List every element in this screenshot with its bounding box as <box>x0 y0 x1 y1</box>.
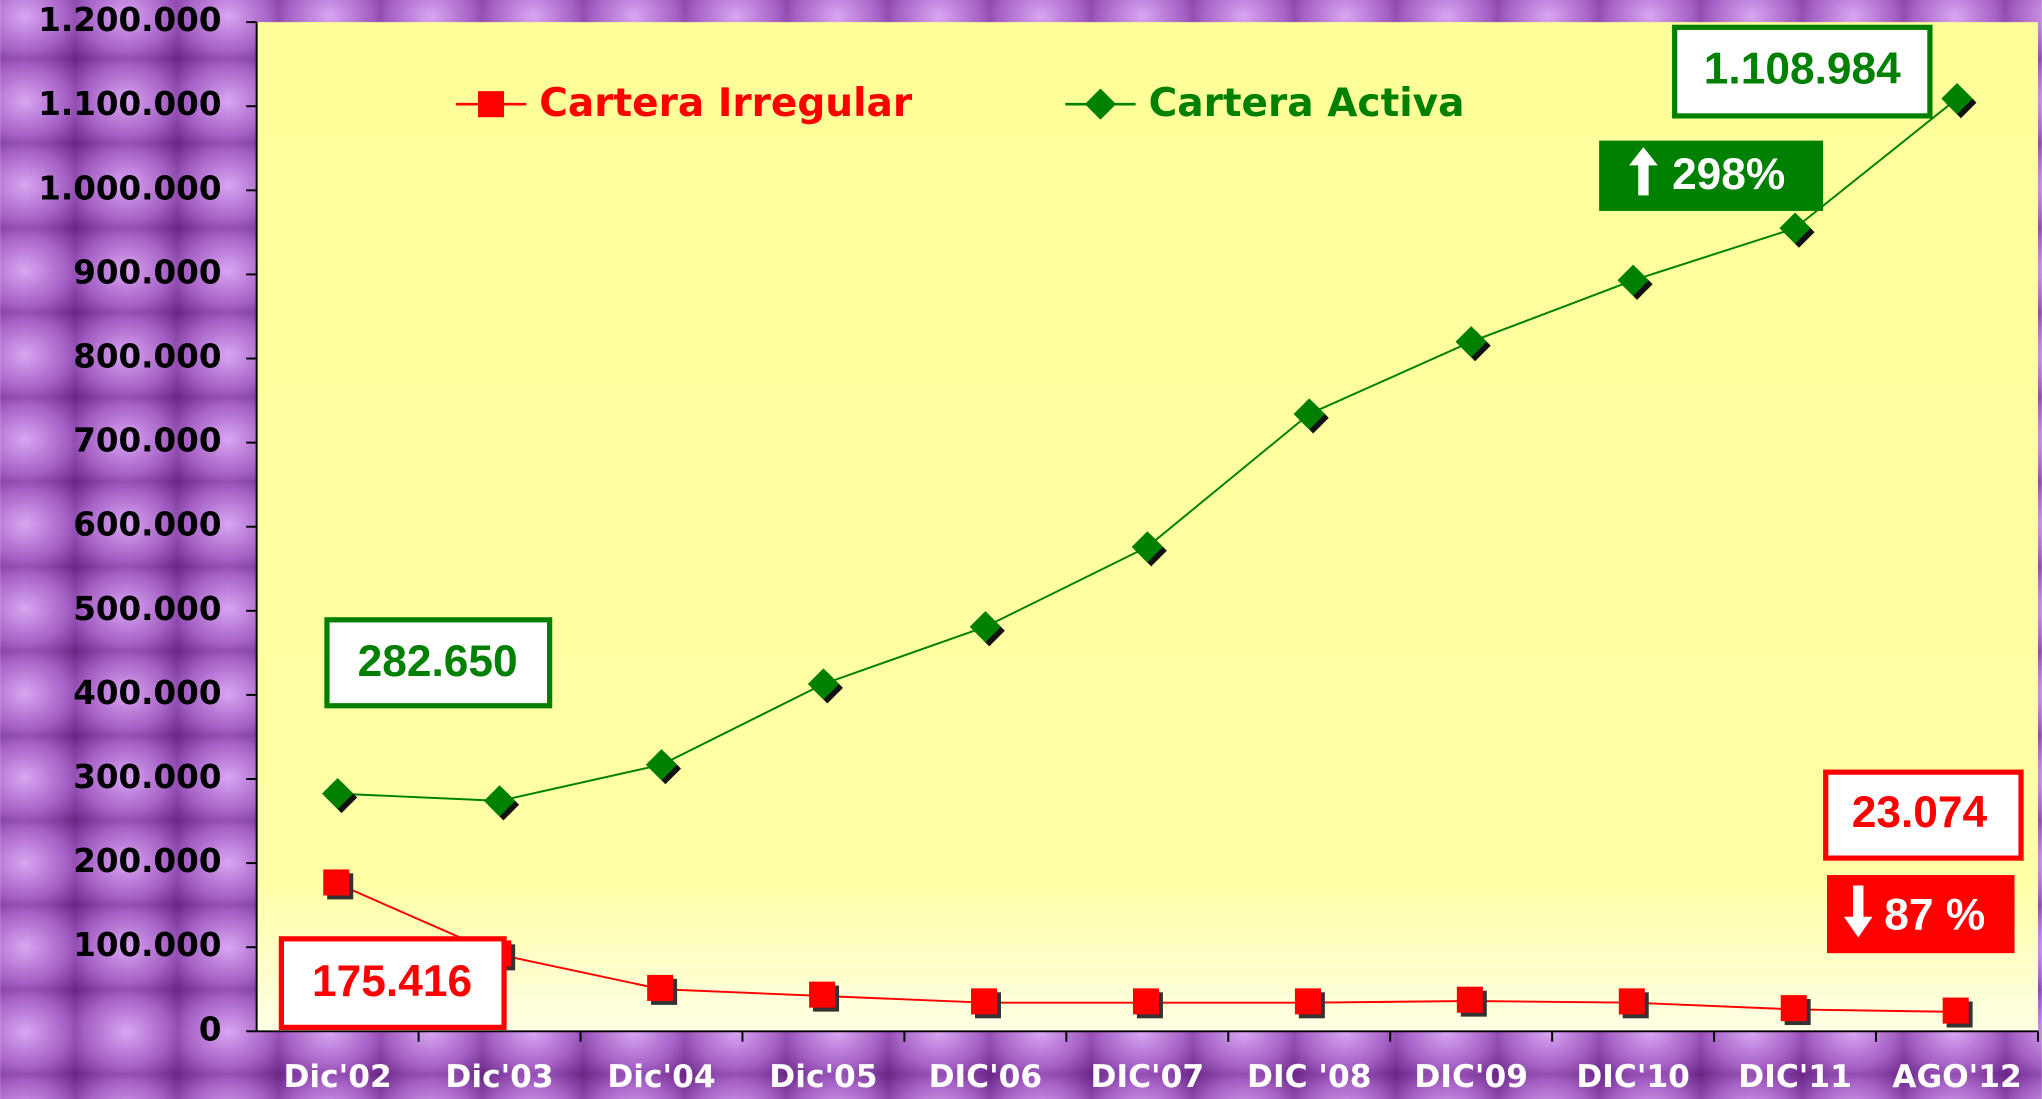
y-tick-label: 800.000 <box>73 338 221 376</box>
y-tick-label: 300.000 <box>73 758 221 796</box>
x-tick-label: DIC'10 <box>1576 1059 1690 1095</box>
data-label: 23.074 <box>1852 788 1988 837</box>
legend-marker <box>1084 88 1117 120</box>
marks: 0 100.000 200.000 300.000 400.000 500.000 600.… <box>38 1 2039 1095</box>
marker <box>1131 531 1163 563</box>
marker <box>1617 264 1649 296</box>
marker <box>1942 997 1969 1024</box>
marker <box>809 981 836 1008</box>
data-label: 282.650 <box>358 637 518 686</box>
data-label: 1.108.984 <box>1704 44 1901 93</box>
marker <box>1132 988 1160 1015</box>
legend-label: Cartera Activa <box>1149 81 1465 126</box>
marker <box>971 988 998 1015</box>
y-tick-label: 200.000 <box>73 842 221 880</box>
label-box <box>1823 769 2024 861</box>
marker <box>647 974 674 1001</box>
y-tick-label: 900.000 <box>73 253 221 291</box>
legend-marker <box>478 91 505 118</box>
marker <box>807 668 840 700</box>
label-box <box>1672 24 1933 119</box>
x-tick-label: Dic'02 <box>283 1059 391 1095</box>
marker <box>1293 398 1325 430</box>
legend: Cartera Irregular Cartera Activa <box>455 81 1465 126</box>
marker <box>323 869 350 896</box>
x-tick-label: Dic'05 <box>769 1059 877 1095</box>
marker <box>1455 326 1487 358</box>
marker <box>483 785 516 817</box>
marker <box>1294 988 1321 1015</box>
y-tick-label: 500.000 <box>73 590 221 628</box>
x-tick-label: DIC '08 <box>1247 1059 1371 1095</box>
y-tick-label: 1.000.000 <box>38 169 221 207</box>
y-tick-label: 600.000 <box>73 506 221 544</box>
marker <box>1456 986 1483 1013</box>
down-arrow <box>1843 885 1873 938</box>
label-box <box>278 936 507 1030</box>
marker <box>1780 995 1807 1022</box>
y-tick-label: 100.000 <box>73 926 221 964</box>
annotation: 87 % <box>1884 891 1985 940</box>
x-tick-label: DIC'11 <box>1738 1059 1852 1095</box>
annotation-box <box>1599 140 1824 211</box>
y-tick-label: 1.200.000 <box>38 1 221 39</box>
x-tick-label: Dic'04 <box>607 1059 715 1095</box>
annotation: 298% <box>1672 150 1785 199</box>
x-tick-label: DIC'09 <box>1414 1059 1528 1095</box>
y-tick-label: 700.000 <box>73 422 221 460</box>
up-arrow <box>1629 147 1658 196</box>
x-tick-label: DIC'07 <box>1091 1059 1205 1095</box>
x-tick-label: AGO'12 <box>1892 1059 2021 1095</box>
marker <box>645 749 678 781</box>
y-tick-label: 0 <box>199 1010 222 1048</box>
marker <box>969 611 1001 643</box>
x-tick-label: DIC'06 <box>929 1059 1043 1095</box>
legend-label: Cartera Irregular <box>539 81 913 126</box>
marker <box>321 777 354 810</box>
x-tick-label: Dic'03 <box>445 1059 553 1095</box>
marker <box>1618 988 1645 1015</box>
label-box <box>324 617 553 709</box>
y-tick-label: 1.100.000 <box>38 85 221 123</box>
y-tick-label: 400.000 <box>73 674 221 712</box>
data-label: 175.416 <box>312 957 472 1006</box>
